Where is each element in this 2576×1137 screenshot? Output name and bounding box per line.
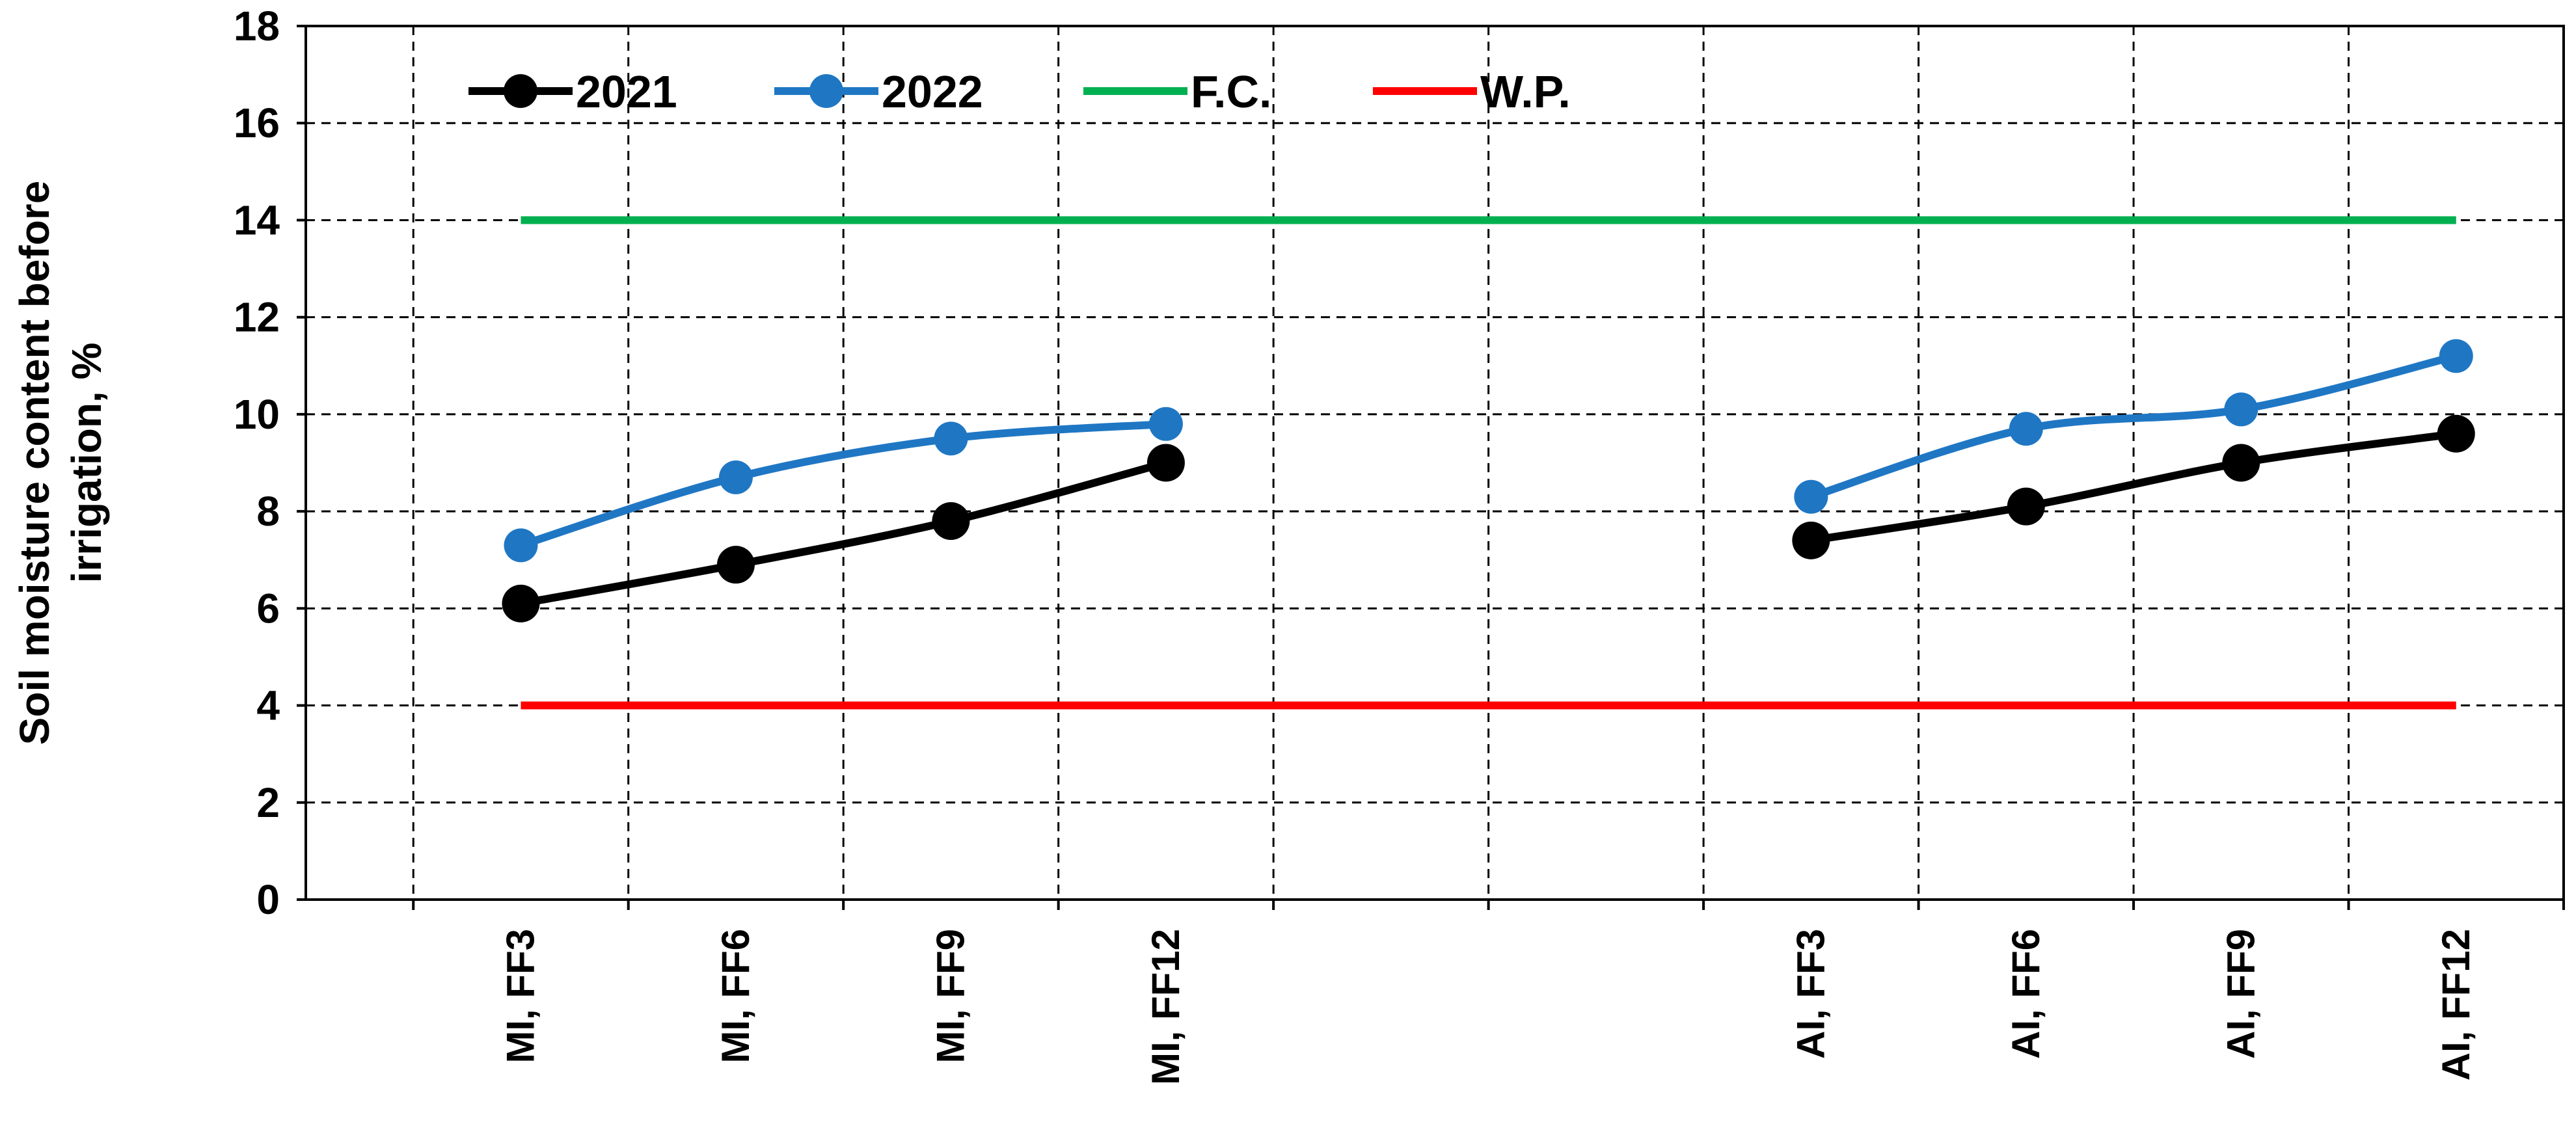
data-point — [2007, 487, 2045, 526]
x-tick-label: AI, FF12 — [2434, 929, 2478, 1080]
y-axis-title: Soil moisture content before irrigation, … — [11, 181, 110, 745]
x-tick-label: MI, FF3 — [498, 929, 542, 1063]
data-point — [502, 584, 540, 622]
series-2021 — [502, 414, 2475, 622]
data-point — [718, 460, 753, 494]
data-point — [504, 528, 538, 563]
x-tick-label: AI, FF6 — [2004, 929, 2048, 1059]
y-tick-label: 12 — [234, 294, 280, 341]
plot-frame — [305, 25, 2565, 901]
legend-item: 2021 — [468, 66, 677, 117]
data-series — [502, 216, 2475, 710]
y-tick-label: 6 — [256, 585, 280, 632]
series-line — [1810, 429, 2457, 544]
data-point — [2437, 414, 2475, 453]
legend: 2021 2022 F.C. W.P. — [468, 66, 1571, 117]
data-point — [2439, 339, 2473, 373]
y-tick-label: 0 — [256, 876, 280, 923]
series-line — [519, 420, 1167, 550]
legend-item: F.C. — [1083, 66, 1271, 117]
y-axis-title-line: irrigation, % — [63, 343, 110, 583]
series-line — [520, 459, 1167, 608]
legend-item: 2022 — [774, 66, 983, 117]
data-point — [1148, 407, 1183, 441]
x-tick-labels: MI, FF3 MI, FF6 MI, FF9 MI, FF12 AI, FF3 AI, … — [498, 929, 2477, 1085]
x-tick-label: AI, FF3 — [1789, 929, 1832, 1059]
y-tick-label: 18 — [234, 3, 280, 49]
data-point — [932, 502, 970, 541]
legend-label: F.C. — [1191, 66, 1271, 117]
data-point — [934, 421, 968, 456]
legend-swatch-marker — [504, 74, 537, 108]
y-tick-label: 10 — [234, 391, 280, 438]
y-tick-label: 14 — [234, 196, 280, 243]
axes — [297, 25, 2565, 910]
data-point — [2222, 444, 2260, 482]
x-tick-label: MI, FF12 — [1144, 929, 1187, 1085]
data-point — [1146, 444, 1185, 482]
y-tick-label: 4 — [256, 682, 280, 729]
data-point — [1792, 521, 1830, 559]
y-tick-label: 2 — [256, 779, 280, 826]
y-axis-title-line: Soil moisture content before — [11, 181, 58, 745]
data-point — [2224, 392, 2258, 427]
data-point — [2009, 412, 2043, 446]
y-tick-label: 8 — [256, 488, 280, 535]
x-tick-label: MI, FF9 — [929, 929, 972, 1063]
series-line — [1810, 352, 2458, 501]
x-tick-label: MI, FF6 — [714, 929, 757, 1063]
legend-item: W.P. — [1373, 66, 1571, 117]
data-point — [716, 546, 755, 584]
legend-label: W.P. — [1480, 66, 1571, 117]
legend-label: 2021 — [576, 66, 677, 117]
y-tick-label: 16 — [234, 100, 280, 146]
series-2022 — [504, 339, 2473, 563]
legend-label: 2022 — [882, 66, 983, 117]
legend-swatch-marker — [809, 74, 843, 108]
y-tick-labels: 0 2 4 6 8 10 12 14 16 18 — [234, 3, 280, 923]
x-tick-label: AI, FF9 — [2219, 929, 2262, 1059]
data-point — [1794, 479, 1828, 514]
